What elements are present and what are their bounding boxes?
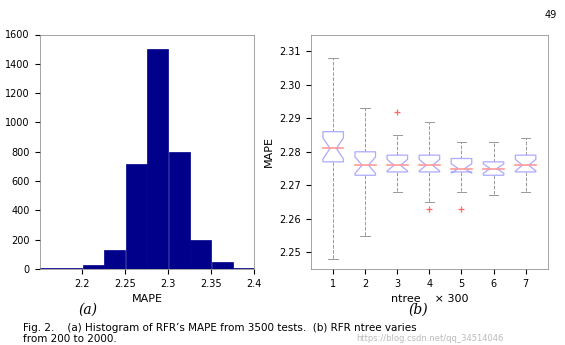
Polygon shape [355,152,376,175]
Text: (b): (b) [408,303,428,317]
Bar [233,268,254,269]
Text: (a): (a) [78,303,97,317]
Polygon shape [387,155,407,172]
Bar [104,250,125,269]
Y-axis label: MAPE: MAPE [264,136,273,167]
Polygon shape [451,158,472,173]
Bar [82,265,104,269]
X-axis label: MAPE: MAPE [132,294,162,304]
Polygon shape [483,162,504,175]
Text: Fig. 2.    (a) Histogram of RFR’s MAPE from 3500 tests.  (b) RFR ntree varies
fr: Fig. 2. (a) Histogram of RFR’s MAPE from… [23,323,416,344]
Bar [125,164,147,269]
X-axis label: ntree    × 300: ntree × 300 [390,294,468,304]
Polygon shape [419,155,440,172]
Text: https://blog.csdn.net/qq_34514046: https://blog.csdn.net/qq_34514046 [356,334,503,343]
Bar [147,49,168,269]
Polygon shape [323,132,344,162]
Bar [190,240,211,269]
Bar [211,262,233,269]
Bar [40,268,82,269]
Bar [168,152,190,269]
Text: 49: 49 [544,10,557,20]
Polygon shape [515,155,536,172]
